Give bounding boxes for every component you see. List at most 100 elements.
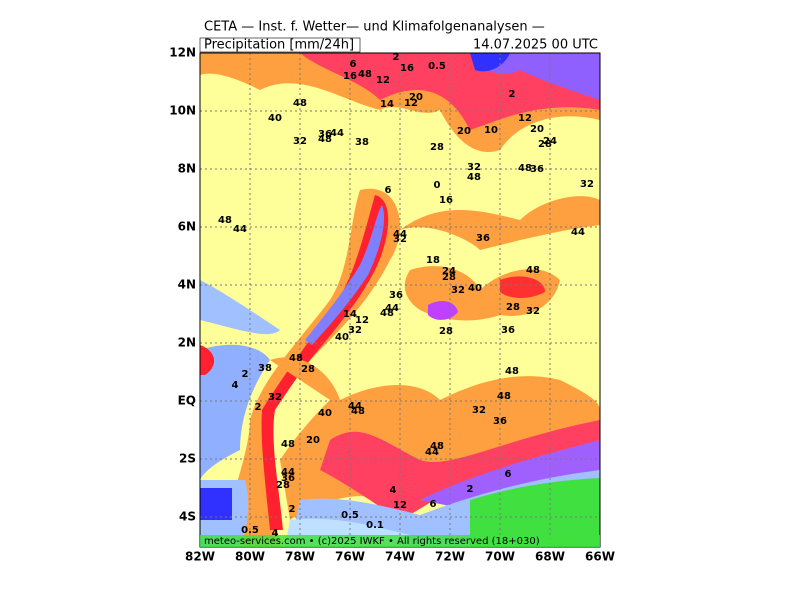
contour-label: 38 [258, 363, 272, 374]
contour-label: 10 [484, 125, 498, 136]
contour-label: 48 [467, 172, 481, 183]
contour-label: 16 [343, 71, 357, 82]
contour-label: 48 [505, 366, 519, 377]
footer-bar [200, 535, 600, 547]
contour-label: 38 [355, 137, 369, 148]
contour-label: 48 [289, 353, 303, 364]
contour-label: 28 [301, 364, 315, 375]
lon-label: 78W [285, 550, 315, 564]
contour-label: 24 [543, 136, 557, 147]
contour-label: 4 [232, 380, 239, 391]
contour-label: 32 [472, 405, 486, 416]
contour-label: 32 [293, 136, 307, 147]
contour-label: 36 [530, 164, 544, 175]
contour-label: 48 [351, 406, 365, 417]
contour-label: 18 [426, 255, 440, 266]
contour-label: 14 [380, 99, 394, 110]
contour-label: 12 [518, 113, 532, 124]
lat-label: 6N [178, 220, 196, 234]
contour-label: 2 [467, 484, 474, 495]
contour-label: 44 [385, 303, 399, 314]
contour-label: 28 [439, 326, 453, 337]
contour-label: 48 [526, 265, 540, 276]
contour-label: 48 [358, 69, 372, 80]
contour-label: 32 [467, 162, 481, 173]
contour-label: 36 [493, 416, 507, 427]
lon-label: 80W [235, 550, 265, 564]
contour-label: 12 [355, 315, 369, 326]
contour-label: 48 [497, 391, 511, 402]
map-title: CETA — Inst. f. Wetter— und Klimafolgena… [204, 20, 545, 35]
contour-label: 24 [442, 266, 456, 277]
contour-label: 20 [409, 92, 423, 103]
contour-label: 28 [276, 480, 290, 491]
lon-label: 72W [435, 550, 465, 564]
contour-label: 40 [268, 113, 282, 124]
contour-label: 4 [272, 528, 279, 539]
contour-label: 48 [518, 163, 532, 174]
contour-label: 0.1 [366, 520, 384, 531]
lat-label: 2N [178, 336, 196, 350]
contour-label: 12 [393, 500, 407, 511]
contour-label: 0.5 [341, 510, 359, 521]
contour-label: 44 [393, 229, 407, 240]
contour-label: 16 [400, 63, 414, 74]
lat-label: EQ [178, 394, 196, 408]
field-box [199, 37, 361, 53]
contour-label: 6 [505, 469, 512, 480]
contour-label: 28 [430, 142, 444, 153]
contour-label: 2 [509, 89, 516, 100]
contour-label: 48 [281, 439, 295, 450]
contour-label: 36 [281, 473, 295, 484]
lon-label: 66W [585, 550, 615, 564]
contour-label: 16 [439, 195, 453, 206]
contour-label: 20 [306, 435, 320, 446]
contour-label: 28 [538, 139, 552, 150]
graticule [200, 53, 600, 547]
contour-label: 6 [350, 59, 357, 70]
contour-label: 6 [385, 185, 392, 196]
contour-label: 36 [501, 325, 515, 336]
contour-label: 2 [242, 369, 249, 380]
contour-label: 44 [425, 447, 439, 458]
contour-label: 2 [393, 52, 400, 63]
contour-label: 32 [393, 234, 407, 245]
contour-label: 40 [468, 283, 482, 294]
contour-label: 0.5 [428, 61, 446, 72]
contour-label: 12 [376, 75, 390, 86]
lon-label: 82W [185, 550, 215, 564]
lat-label: 10N [169, 104, 196, 118]
contour-label: 20 [457, 126, 471, 137]
contour-label: 40 [335, 332, 349, 343]
contour-label: 2 [289, 504, 296, 515]
lat-label: 4N [178, 278, 196, 292]
contour-label: 48 [380, 308, 394, 319]
lon-label: 74W [385, 550, 415, 564]
contour-label: 44 [571, 227, 585, 238]
contour-label: 48 [218, 215, 232, 226]
contour-label: 2 [255, 402, 262, 413]
contour-label: 6 [430, 499, 437, 510]
lon-label: 70W [485, 550, 515, 564]
contour-label: 44 [330, 128, 344, 139]
contour-label: 44 [281, 467, 295, 478]
lon-label: 68W [535, 550, 565, 564]
contour-label: 36 [318, 129, 332, 140]
valid-time: 14.07.2025 00 UTC [473, 38, 598, 53]
contour-label: 44 [233, 224, 247, 235]
footer: meteo-services.com • (c)2025 IWKF • All … [204, 536, 540, 547]
lat-label: 12N [169, 46, 196, 60]
lat-label: 2S [179, 452, 196, 466]
contour-label: 28 [506, 302, 520, 313]
lat-label: 8N [178, 162, 196, 176]
contour-label: 4 [390, 485, 397, 496]
lat-label: 4S [179, 510, 196, 524]
contour-label: 28 [442, 272, 456, 283]
contour-label: 48 [430, 441, 444, 452]
contour-label: 32 [268, 392, 282, 403]
contour-label: 48 [293, 98, 307, 109]
contour-label: 0 [434, 180, 441, 191]
contour-label: 32 [580, 179, 594, 190]
lon-label: 76W [335, 550, 365, 564]
contour-label: 36 [389, 290, 403, 301]
